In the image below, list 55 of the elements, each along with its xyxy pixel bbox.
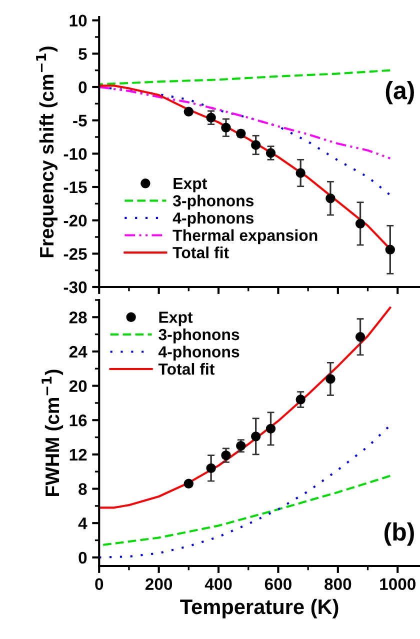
point [326, 193, 336, 204]
point [206, 463, 216, 474]
y-tick-label: -10 [64, 148, 87, 160]
legend-label: Expt [159, 312, 193, 326]
point [326, 374, 336, 384]
point [221, 122, 231, 133]
x-tick-label: 1000 [380, 578, 416, 590]
y-tick-label: -30 [64, 281, 87, 294]
y-tick-label: 28 [69, 312, 87, 324]
y-tick-label: 0 [78, 552, 87, 564]
point [250, 432, 261, 442]
x-tick-label: 400 [204, 578, 232, 590]
y-tick-label: 8 [78, 483, 87, 495]
point [385, 244, 396, 255]
legend-label: 3-phonons [172, 194, 254, 210]
point [355, 218, 366, 229]
y-tick-label: 5 [78, 48, 87, 60]
point [266, 424, 276, 434]
y-tick-label: -5 [73, 114, 87, 127]
point [266, 148, 276, 158]
x-tick-label: 600 [264, 578, 292, 590]
y-tick-label: 10 [70, 14, 87, 27]
x-tick-label: 200 [145, 578, 172, 590]
point [184, 478, 194, 488]
legend-label: 3-phonons [158, 328, 240, 344]
point [296, 168, 306, 178]
legend-label: Expt [174, 178, 208, 192]
y-axis-title: FWHM (cm$^{−1}$) [42, 370, 64, 496]
legend-label: Total fit [172, 246, 229, 258]
y-tick-label: -20 [64, 214, 87, 227]
y-tick-label: 16 [70, 414, 87, 426]
y-tick-label: 24 [69, 346, 88, 358]
y-axis-title: Frequency shift (cm$^{−1}$) [36, 46, 58, 258]
y-tick-label: -25 [64, 248, 87, 260]
point [221, 450, 231, 460]
point [296, 394, 306, 404]
annotation: (b) [384, 522, 414, 546]
x-tick-label: 0 [95, 578, 104, 590]
point [250, 140, 261, 150]
y-tick-label: 12 [70, 448, 87, 460]
y-tick-label: 20 [69, 380, 87, 392]
y-tick-label: 4 [78, 518, 88, 530]
legend-label: 4-phonons [158, 346, 240, 361]
x-axis-title: Temperature (K) [180, 598, 338, 618]
point [184, 106, 194, 117]
y-tick-label: 0 [78, 81, 87, 94]
point [355, 332, 366, 342]
annotation: (a) [386, 80, 414, 104]
point [206, 112, 216, 123]
x-tick-label: 800 [324, 578, 352, 590]
line-series [99, 306, 392, 509]
legend-label: 4-phonons [172, 212, 254, 227]
legend-label: Total fit [158, 363, 215, 375]
legend-label: Thermal expansion [172, 229, 318, 244]
y-tick-label: -15 [64, 182, 87, 194]
